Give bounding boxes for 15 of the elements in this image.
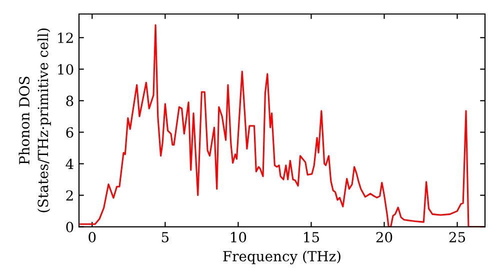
x-tick-label: 15 [304,232,319,242]
x-axis-title: Frequency (THz) [223,250,340,264]
y-tick-label: 2 [66,190,73,201]
x-tick-label: 20 [376,232,392,242]
x-tick-label: 25 [449,232,466,242]
y-tick-label: 12 [58,32,73,43]
y-tick-label: 6 [66,127,74,138]
x-tick-label: 5 [162,232,169,242]
x-tick-label: 0 [88,232,96,242]
x-tick-label: 10 [231,232,246,242]
y-tick-label: 0 [66,222,74,232]
y-tick-label: 8 [66,96,74,106]
y-axis-title: Phonon DOS (States/THz·primitive cell) [18,28,51,212]
y-tick-label: 10 [58,64,74,75]
y-tick-label: 4 [66,158,74,170]
